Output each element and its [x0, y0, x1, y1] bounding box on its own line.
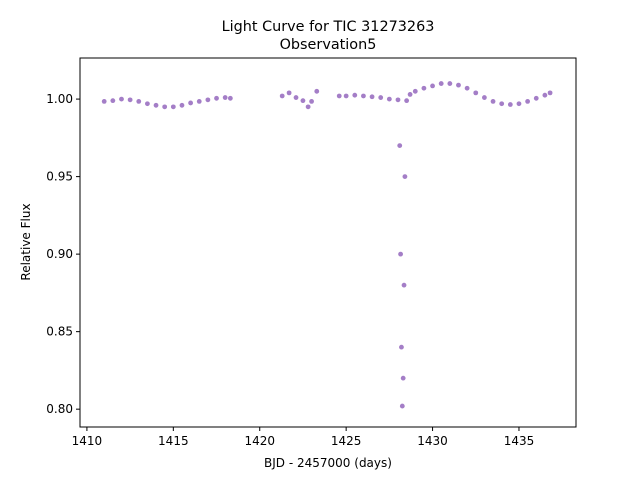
x-axis-ticks: 1410 1415 1420 1425 1430 1435: [72, 427, 535, 448]
data-point: [401, 282, 407, 288]
data-point: [309, 99, 314, 104]
x-tick-label: 1415: [158, 434, 189, 448]
data-point: [456, 82, 461, 88]
data-point: [438, 81, 444, 86]
data-point: [300, 98, 306, 104]
data-point: [343, 93, 349, 99]
data-point: [490, 99, 496, 104]
data-point: [499, 101, 505, 107]
x-tick-label: 1420: [244, 434, 275, 448]
data-point: [286, 90, 292, 96]
data-point: [378, 95, 384, 100]
data-point: [464, 85, 470, 91]
data-point: [227, 95, 233, 101]
data-point: [196, 99, 202, 104]
data-point: [205, 97, 211, 103]
y-axis-label: Relative Flux: [19, 203, 33, 280]
data-point: [305, 104, 311, 110]
data-point: [214, 95, 219, 101]
chart-subtitle: Observation5: [280, 37, 377, 53]
data-point: [447, 81, 453, 86]
data-point: [507, 102, 513, 107]
data-point: [222, 95, 228, 100]
data-point: [101, 99, 107, 104]
data-point: [533, 95, 539, 101]
data-point: [279, 93, 285, 99]
data-point: [110, 98, 116, 104]
x-tick-label: 1425: [331, 434, 362, 448]
plot-frame: [79, 57, 577, 428]
y-tick-label: 0.85: [46, 325, 73, 339]
data-point: [473, 90, 479, 96]
data-point: [188, 100, 194, 106]
data-point: [369, 94, 375, 100]
data-point: [293, 95, 299, 100]
x-axis-label: BJD - 2457000 (days): [264, 456, 392, 470]
data-point: [352, 92, 358, 98]
y-tick-label: 1.00: [46, 92, 73, 106]
y-tick-label: 0.95: [46, 170, 73, 184]
x-tick-label: 1410: [72, 434, 103, 448]
data-point: [525, 99, 531, 104]
chart-title: Light Curve for TIC 31273263: [222, 19, 435, 35]
data-point: [397, 143, 403, 149]
data-point: [361, 93, 366, 99]
x-tick-label: 1435: [504, 434, 535, 448]
data-point: [314, 88, 320, 94]
data-points: [101, 81, 553, 409]
data-point: [395, 97, 401, 103]
data-point: [399, 403, 405, 409]
data-point: [153, 102, 159, 108]
data-point: [407, 92, 413, 97]
data-point: [400, 375, 406, 381]
data-point: [119, 96, 124, 102]
y-tick-label: 0.80: [46, 402, 73, 416]
data-point: [516, 101, 522, 107]
data-point: [127, 97, 133, 103]
data-point: [179, 102, 185, 108]
data-point: [136, 99, 142, 104]
data-point: [398, 251, 403, 257]
data-point: [404, 98, 410, 104]
x-tick-label: 1430: [417, 434, 448, 448]
data-point: [336, 93, 342, 99]
data-point: [430, 83, 435, 89]
data-point: [482, 95, 487, 100]
data-point: [402, 174, 408, 180]
y-tick-label: 0.90: [46, 247, 73, 261]
data-point: [542, 92, 548, 98]
y-axis-ticks: 0.80 0.85 0.90 0.95 1.00: [46, 92, 80, 416]
data-point: [421, 85, 427, 91]
data-point: [170, 104, 176, 110]
data-point: [145, 101, 150, 107]
data-point: [547, 90, 553, 96]
data-point: [399, 344, 404, 350]
data-point: [412, 88, 418, 94]
data-point: [162, 104, 168, 110]
data-point: [386, 96, 392, 102]
